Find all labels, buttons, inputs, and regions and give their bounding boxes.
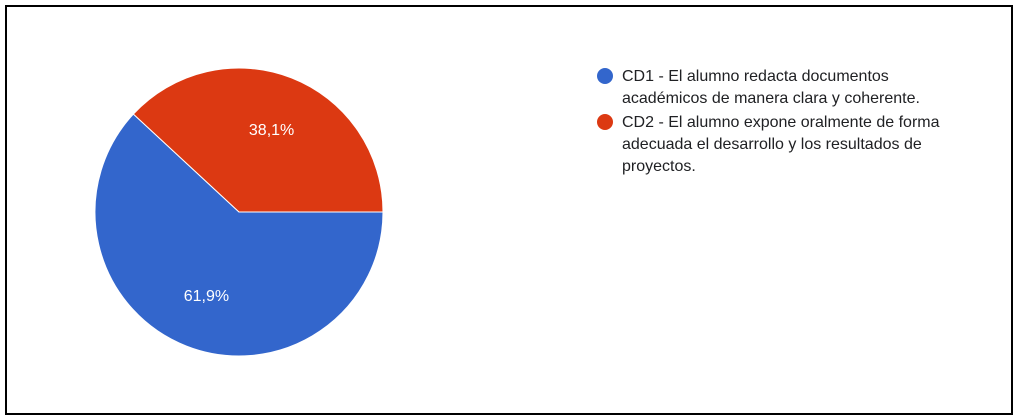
legend: CD1 - El alumno redacta documentos acadé…	[597, 66, 997, 180]
pie-slice-labels: 61,9% 38,1%	[184, 122, 295, 305]
legend-swatch-cd1	[597, 68, 613, 84]
legend-swatch-cd2	[597, 114, 613, 130]
pie-slice-2[interactable]	[132, 67, 384, 213]
legend-label-cd2: CD2 - El alumno expone oralmente de form…	[622, 114, 940, 175]
pie-chart: 61,9% 38,1%	[94, 67, 384, 357]
legend-label-cd1: CD1 - El alumno redacta documentos acadé…	[622, 68, 920, 107]
pie-slice-label-2: 38,1%	[249, 122, 294, 139]
legend-item-cd1[interactable]: CD1 - El alumno redacta documentos acadé…	[597, 66, 997, 110]
pie-slice-1[interactable]	[94, 113, 384, 357]
pie-slice-label-1: 61,9%	[184, 288, 229, 305]
legend-item-cd2[interactable]: CD2 - El alumno expone oralmente de form…	[597, 112, 997, 178]
pie-slices	[94, 67, 384, 357]
